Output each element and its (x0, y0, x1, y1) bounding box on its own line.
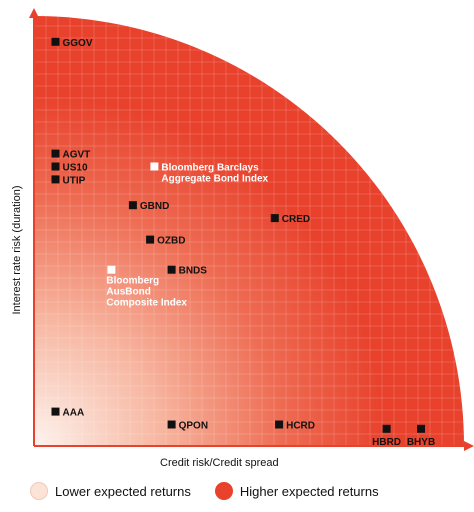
label-bloomberg-barclays-aggregate-bond-index: Bloomberg Barclays Aggregate Bond Index (161, 163, 268, 185)
label-bnds: BNDS (179, 266, 208, 277)
label-bloomberg-ausbond-composite-index: Bloomberg AusBond Composite Index (106, 276, 187, 309)
label-hcrd: HCRD (286, 421, 315, 432)
marker-ozbd (146, 235, 155, 244)
marker-bloomberg-ausbond-composite-index (107, 265, 116, 274)
label-utip: UTIP (63, 175, 86, 186)
marker-aaa (51, 407, 60, 416)
marker-agvt (51, 149, 60, 158)
legend: Lower expected returns Higher expected r… (30, 482, 403, 500)
label-ozbd: OZBD (157, 236, 185, 247)
label-hbrd: HBRD (372, 437, 401, 448)
marker-qpon (167, 420, 176, 429)
label-bhyb: BHYB (407, 437, 435, 448)
marker-hbrd (382, 424, 391, 433)
marker-utip (51, 175, 60, 184)
label-agvt: AGVT (63, 150, 91, 161)
legend-item-high: Higher expected returns (214, 482, 379, 500)
legend-label-high: Higher expected returns (239, 483, 379, 499)
marker-us10 (51, 162, 60, 171)
legend-label-low: Lower expected returns (55, 483, 191, 499)
y-axis-arrow-icon (29, 8, 39, 18)
legend-swatch-low (30, 482, 48, 500)
x-axis-arrow-icon (464, 441, 474, 451)
label-cred: CRED (282, 214, 310, 225)
marker-gbnd (128, 201, 137, 210)
legend-item-low: Lower expected returns (30, 482, 191, 500)
x-axis-title: Credit risk/Credit spread (160, 457, 279, 469)
label-aaa: AAA (63, 408, 85, 419)
expected-return-quadrant (34, 16, 464, 446)
label-gbnd: GBND (140, 201, 169, 212)
gridlines (34, 16, 464, 446)
legend-swatch-high (214, 482, 233, 500)
label-qpon: QPON (179, 421, 208, 432)
label-us10: US10 (63, 163, 88, 174)
axes (29, 8, 474, 451)
label-ggov: GGOV (63, 38, 93, 49)
marker-bloomberg-barclays-aggregate-bond-index (150, 162, 159, 171)
marker-ggov (51, 37, 60, 46)
marker-cred (270, 214, 279, 223)
marker-bnds (167, 265, 176, 274)
marker-hcrd (275, 420, 284, 429)
marker-bhyb (417, 424, 425, 433)
y-axis-title: Interest rate risk (duration) (11, 186, 23, 315)
